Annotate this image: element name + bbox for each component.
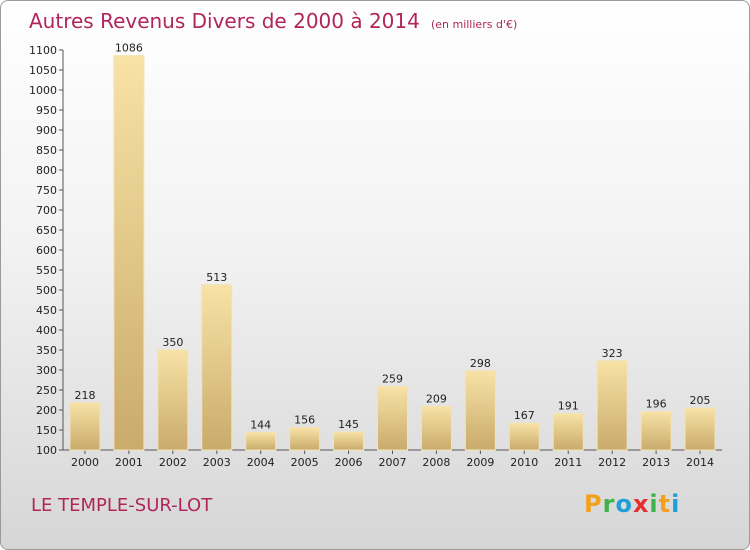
bar [420,405,452,451]
y-tick-label: 1050 [29,64,57,77]
bar [684,407,716,451]
x-tick-label: 2011 [554,456,582,469]
commune-name: LE TEMPLE-SUR-LOT [31,495,213,516]
x-tick-label: 2009 [466,456,494,469]
bar-value-label: 1086 [115,42,143,55]
y-tick-label: 600 [36,244,57,257]
y-tick-label: 550 [36,264,57,277]
bar [289,427,321,451]
logo-letter: o [615,490,633,518]
y-tick-label: 900 [36,124,57,137]
chart-title-unit: (en milliers d'€) [430,18,518,31]
x-tick-label: 2010 [510,456,538,469]
bar-value-label: 218 [74,389,95,402]
bar [508,422,540,451]
y-tick-label: 800 [36,164,57,177]
bar [201,284,233,451]
logo-letter: x [632,490,650,518]
bar-value-label: 167 [514,409,535,422]
y-tick-label: 200 [36,404,57,417]
bar-value-label: 145 [338,418,359,431]
y-tick-label: 650 [36,224,57,237]
x-tick-label: 2001 [115,456,143,469]
bar-value-label: 513 [206,271,227,284]
bar-value-label: 196 [646,398,667,411]
x-tick-label: 2008 [422,456,450,469]
y-tick-label: 450 [36,304,57,317]
logo-letter: t [658,490,672,518]
x-tick-label: 2004 [247,456,275,469]
logo-letter: r [602,490,616,518]
bar-value-label: 156 [294,414,315,427]
x-tick-label: 2005 [291,456,319,469]
bar [157,349,189,451]
x-tick-label: 2003 [203,456,231,469]
bar-value-label: 323 [602,347,623,360]
y-tick-label: 400 [36,324,57,337]
y-tick-label: 350 [36,344,57,357]
bar [640,411,672,451]
y-tick-label: 1000 [29,84,57,97]
bar-value-label: 350 [162,336,183,349]
bar [377,385,408,451]
y-tick-label: 1100 [29,44,57,57]
y-tick-label: 300 [36,364,57,377]
x-tick-label: 2007 [379,456,407,469]
x-tick-label: 2012 [598,456,626,469]
logo-letter: i [671,490,681,518]
y-tick-label: 100 [36,444,57,457]
y-tick-label: 150 [36,424,57,437]
bar [552,413,584,451]
bar-value-label: 205 [690,394,711,407]
y-tick-label: 750 [36,184,57,197]
bar-value-label: 259 [382,372,403,385]
bar [333,431,365,451]
x-tick-label: 2013 [642,456,670,469]
bar-value-label: 191 [558,400,579,413]
y-tick-label: 950 [36,104,57,117]
bar [69,402,101,451]
logo-letter: i [649,490,659,518]
y-tick-label: 250 [36,384,57,397]
y-tick-label: 700 [36,204,57,217]
bar-value-label: 144 [250,418,271,431]
proxiti-logo: Proxiti [584,490,680,518]
x-tick-label: 2002 [159,456,187,469]
bar [596,360,628,451]
logo-letter: P [584,490,603,518]
bar [464,370,496,451]
y-tick-label: 850 [36,144,57,157]
chart-title-main: Autres Revenus Divers de 2000 à 2014 [29,9,420,33]
chart-title: Autres Revenus Divers de 2000 à 2014 (en… [29,9,517,33]
bar [113,55,145,451]
bar [245,431,277,451]
x-tick-label: 2014 [686,456,714,469]
x-tick-label: 2000 [71,456,99,469]
x-tick-label: 2006 [335,456,363,469]
bar-value-label: 298 [470,357,491,370]
y-tick-label: 500 [36,284,57,297]
bar-value-label: 209 [426,392,447,405]
